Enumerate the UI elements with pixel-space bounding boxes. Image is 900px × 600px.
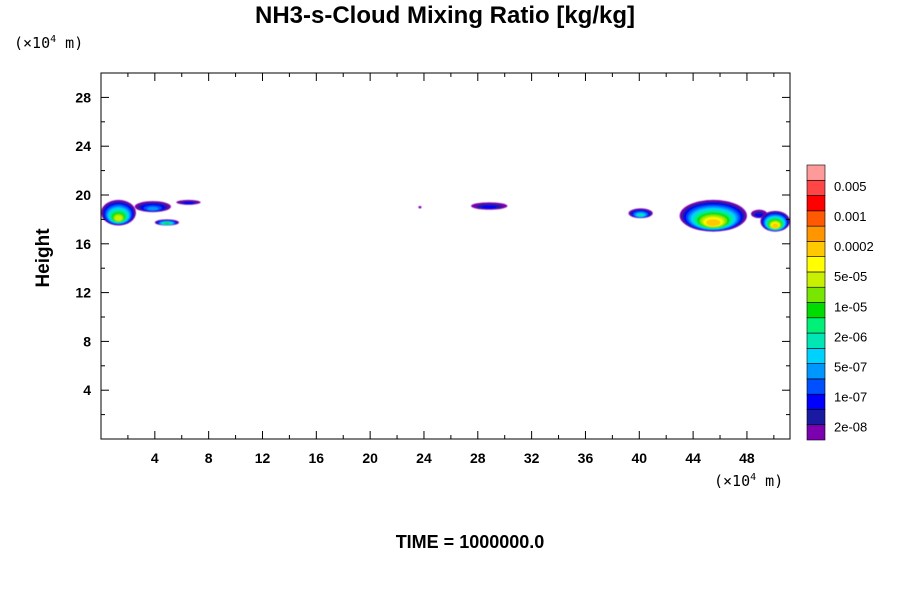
cloud-region [154,219,180,226]
x-tick-label: 28 [470,450,486,466]
cloud-region [471,202,508,210]
x-axis-unit-label: (×104 m) [714,472,784,490]
colorbar-label: 1e-07 [834,389,867,404]
y-tick-label: 12 [75,285,91,301]
cloud-contour [772,223,779,228]
colorbar-swatch [806,225,826,242]
cloud-region [176,199,201,205]
x-tick-label: 44 [685,450,701,466]
y-tick-label: 16 [75,236,91,252]
cloud-contour [481,205,498,209]
colorbar-swatch [806,317,826,334]
cloud-contour [755,213,763,218]
y-tick-label: 8 [83,333,91,349]
colorbar-swatch [806,164,826,181]
colorbar-swatch [806,210,826,227]
x-tick-label: 24 [416,450,432,466]
y-tick-label: 28 [75,89,91,105]
cloud-field [101,199,790,232]
x-tick-label: 4 [151,450,159,466]
colorbar-swatch [806,363,826,380]
cloud-contour [418,205,422,209]
colorbar-label: 2e-06 [834,329,867,344]
cloud-contour [183,202,194,205]
x-tick-label: 48 [739,450,755,466]
cloud-region [679,199,747,232]
colorbar-swatch [806,424,826,441]
colorbar-swatch [806,195,826,212]
chart-title: NH3-s-Cloud Mixing Ratio [kg/kg] [255,2,635,29]
colorbar-swatch [806,179,826,196]
colorbar-swatch [806,393,826,410]
colorbar-label: 0.0002 [834,239,874,254]
time-label: TIME = 1000000.0 [395,532,545,552]
x-tick-label: 32 [524,450,540,466]
cloud-contour [706,219,721,227]
colorbar-swatch [806,332,826,349]
x-tick-label: 36 [578,450,594,466]
colorbar-swatch [806,256,826,273]
colorbar-swatch [806,378,826,395]
x-tick-label: 8 [205,450,213,466]
y-tick-label: 24 [75,138,91,154]
colorbar-label: 0.005 [834,179,867,194]
colorbar-swatch [806,302,826,319]
cloud-contour [146,206,159,211]
colorbar: 0.005 0.001 0.0002 5e-05 1e-05 2e-06 5e-07 1e-0… [806,164,874,441]
y-tick-label: 20 [75,187,91,203]
colorbar-swatch [806,286,826,303]
cloud-region [760,210,790,232]
cloud-contour [114,215,123,222]
colorbar-label: 5e-07 [834,359,867,374]
plot-frame [100,72,791,440]
y-tick-label: 4 [83,382,91,398]
colorbar-label: 5e-05 [834,269,867,284]
colorbar-label: 0.001 [834,209,867,224]
colorbar-label: 2e-08 [834,419,867,434]
cloud-region [628,208,653,219]
x-tick-label: 20 [362,450,378,466]
cloud-contour [637,213,644,217]
cloud-contour [163,222,170,225]
colorbar-swatch [806,241,826,257]
x-tick-label: 16 [309,450,325,466]
x-tick-label: 12 [255,450,271,466]
colorbar-swatch [806,409,826,426]
cloud-region [134,201,171,213]
cloud-region [101,199,136,226]
x-tick-label: 40 [631,450,647,466]
colorbar-label: 1e-05 [834,299,867,314]
y-axis-unit-label: (×104 m) [14,34,84,52]
colorbar-swatch [806,348,826,364]
colorbar-swatch [806,271,826,288]
cloud-region [418,205,422,209]
